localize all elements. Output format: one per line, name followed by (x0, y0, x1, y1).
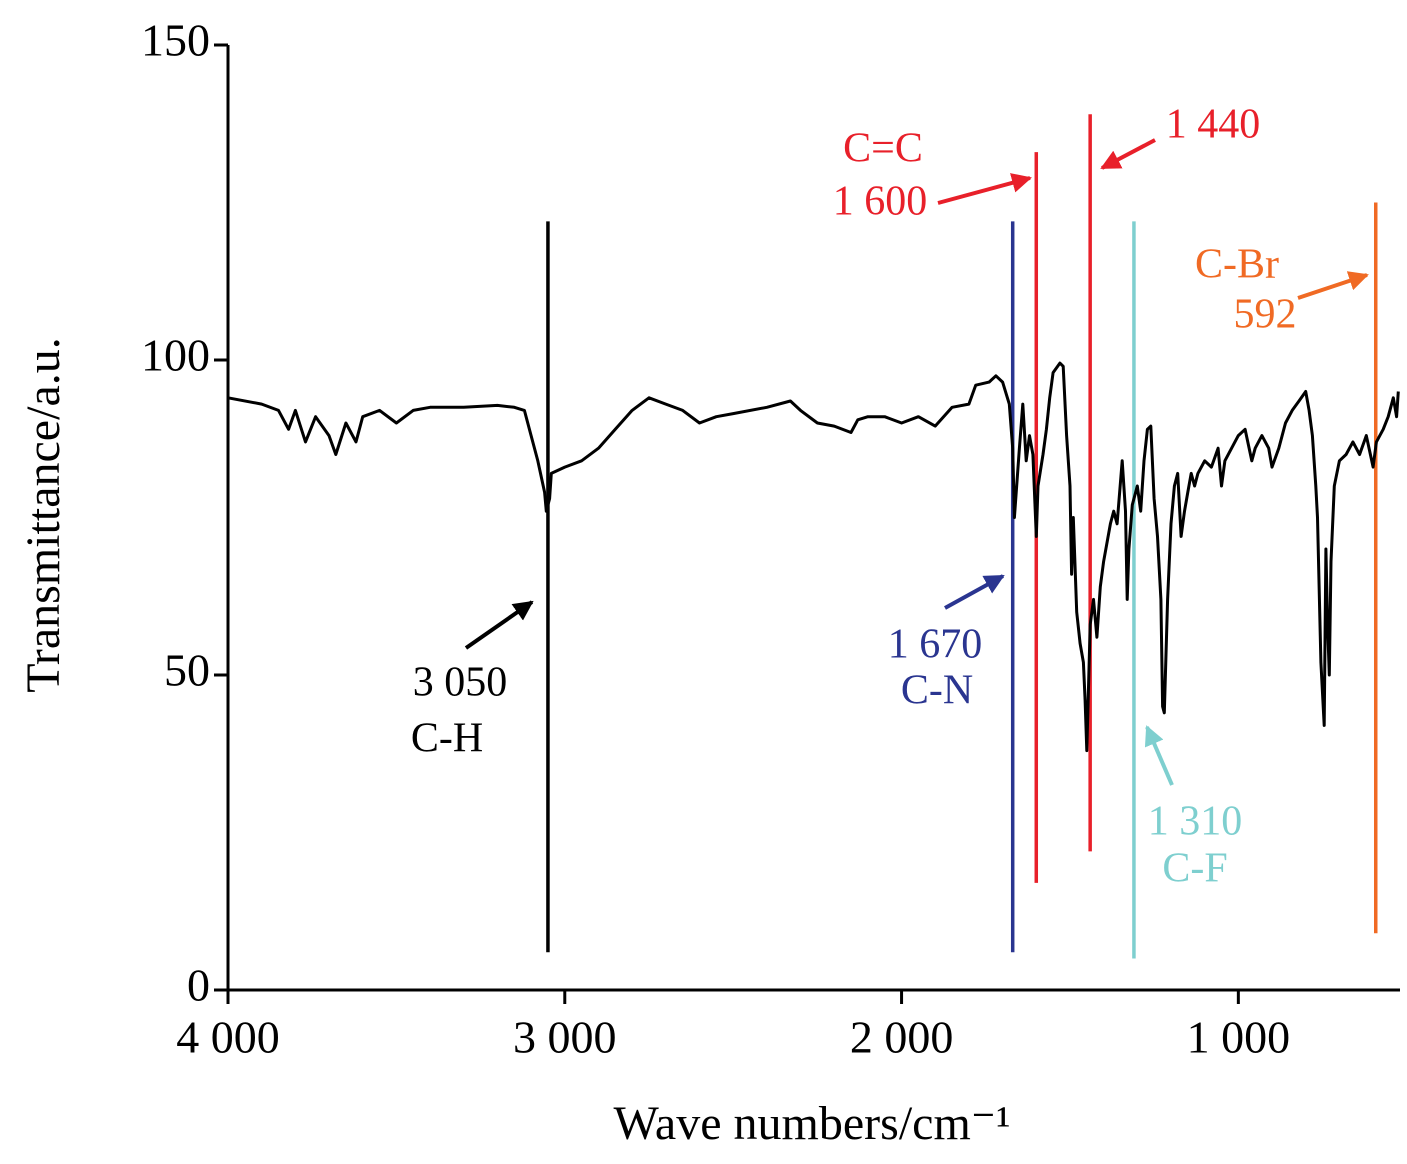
annotation-label: 1 310 (1148, 799, 1243, 845)
x-tick-label: 3 000 (513, 1012, 617, 1063)
annotation-label: 1 600 (833, 179, 928, 225)
annotation-group: C-N (901, 668, 973, 714)
y-tick-label: 150 (141, 15, 210, 66)
annotation-label: 1 440 (1166, 102, 1261, 148)
annotation-arrow (1144, 725, 1174, 786)
x-tick-label: 2 000 (850, 1012, 954, 1063)
y-tick-label: 50 (164, 645, 210, 696)
annotation-arrow (1100, 138, 1156, 170)
spectrum-line (227, 361, 1400, 753)
annotation-arrow (1297, 271, 1369, 300)
annotation-group: C-F (1162, 846, 1227, 892)
annotation-label: 3 050 (413, 660, 508, 706)
annotation-group: C-Br (1195, 242, 1279, 288)
x-tick-label: 4 000 (176, 1012, 280, 1063)
y-axis-label: Transmittance/a.u. (17, 337, 70, 693)
annotation-arrow (937, 173, 1032, 205)
x-tick-label: 1 000 (1187, 1012, 1291, 1063)
x-axis-label: Wave numbers/cm⁻¹ (613, 1097, 1010, 1150)
annotation-group: C-H (411, 716, 483, 762)
annotation-arrow (944, 574, 1005, 610)
annotation-arrow (464, 600, 534, 650)
y-tick-label: 0 (187, 960, 210, 1011)
y-tick-label: 100 (141, 330, 210, 381)
annotation-label: 1 670 (888, 622, 983, 668)
annotation-group: C=C (843, 126, 923, 172)
annotation-label: 592 (1234, 292, 1297, 338)
